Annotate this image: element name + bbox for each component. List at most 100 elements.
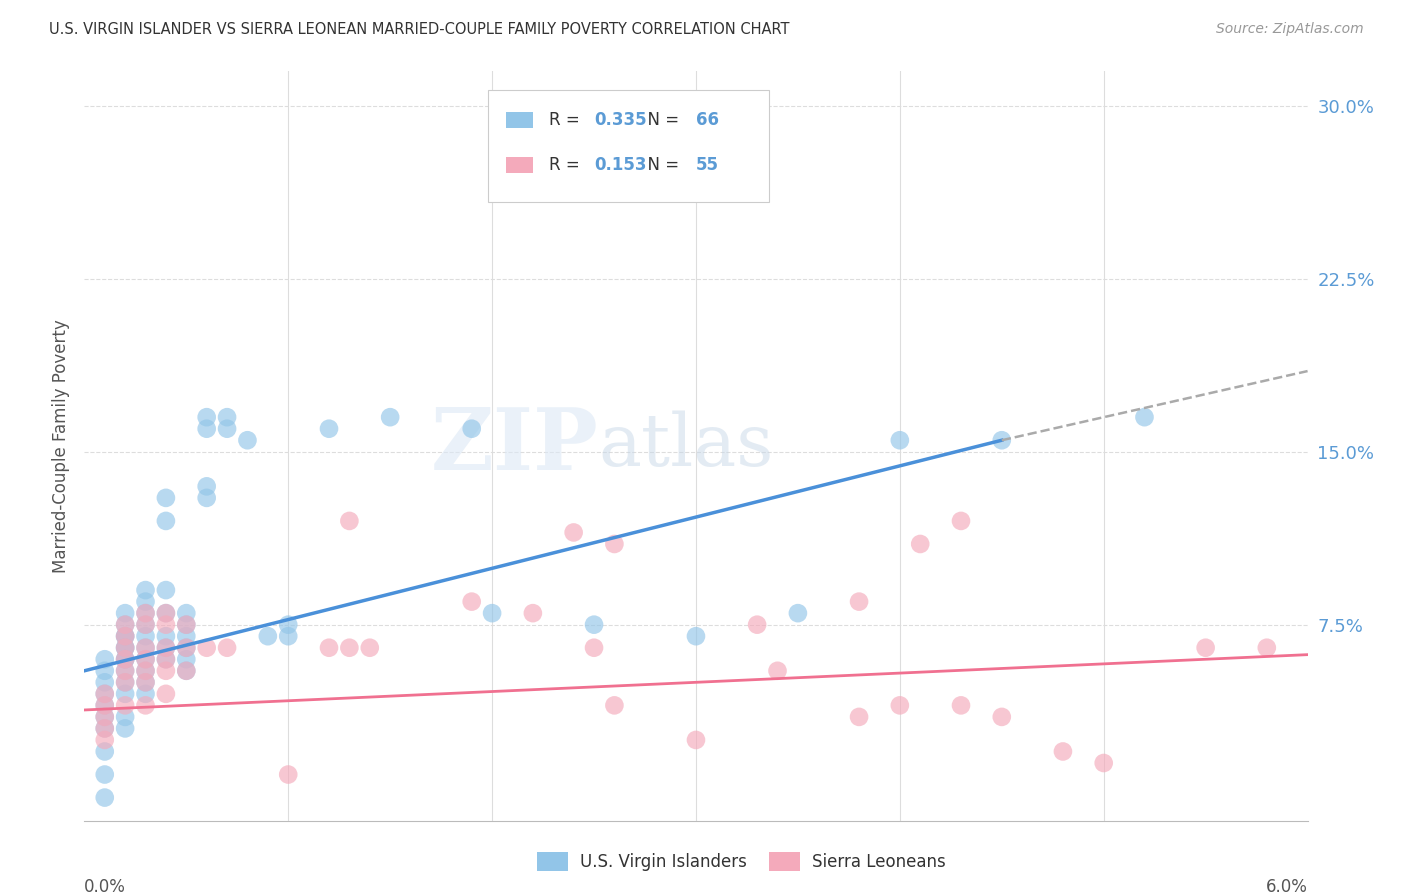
Point bbox=[93, 664, 117, 678]
Point bbox=[93, 675, 117, 690]
Point bbox=[277, 617, 299, 632]
Point bbox=[1052, 744, 1074, 758]
Point bbox=[135, 617, 157, 632]
Point bbox=[603, 698, 626, 713]
Point bbox=[135, 664, 157, 678]
Point bbox=[93, 652, 117, 666]
Point bbox=[1092, 756, 1115, 770]
Point bbox=[562, 525, 585, 540]
Point bbox=[114, 629, 136, 643]
Point bbox=[155, 652, 177, 666]
Point bbox=[114, 652, 136, 666]
Bar bbox=[769, 853, 800, 871]
Point bbox=[950, 698, 973, 713]
Point bbox=[176, 617, 198, 632]
Point bbox=[114, 652, 136, 666]
Point bbox=[155, 640, 177, 655]
Point bbox=[217, 410, 239, 425]
Point bbox=[848, 594, 870, 608]
Point bbox=[1195, 640, 1218, 655]
Point bbox=[93, 710, 117, 724]
Point bbox=[114, 640, 136, 655]
Point bbox=[176, 640, 198, 655]
Point bbox=[93, 767, 117, 781]
Point bbox=[155, 617, 177, 632]
Point bbox=[217, 422, 239, 436]
Point bbox=[950, 514, 973, 528]
Point bbox=[114, 698, 136, 713]
Text: ZIP: ZIP bbox=[430, 404, 598, 488]
Point bbox=[155, 664, 177, 678]
Point bbox=[318, 640, 340, 655]
Text: Source: ZipAtlas.com: Source: ZipAtlas.com bbox=[1216, 22, 1364, 37]
Point bbox=[114, 675, 136, 690]
Point bbox=[176, 664, 198, 678]
Point bbox=[135, 675, 157, 690]
Point bbox=[114, 640, 136, 655]
Text: N =: N = bbox=[637, 112, 685, 129]
Point bbox=[848, 710, 870, 724]
Point bbox=[114, 664, 136, 678]
Point bbox=[93, 710, 117, 724]
Point bbox=[114, 722, 136, 736]
Point bbox=[991, 710, 1014, 724]
Point bbox=[236, 434, 259, 448]
Text: 0.153: 0.153 bbox=[595, 156, 647, 174]
Point bbox=[176, 606, 198, 620]
Point bbox=[93, 722, 117, 736]
Point bbox=[155, 629, 177, 643]
Point bbox=[339, 640, 361, 655]
Text: U.S. VIRGIN ISLANDER VS SIERRA LEONEAN MARRIED-COUPLE FAMILY POVERTY CORRELATION: U.S. VIRGIN ISLANDER VS SIERRA LEONEAN M… bbox=[49, 22, 790, 37]
Point bbox=[217, 640, 239, 655]
Point bbox=[114, 640, 136, 655]
Text: 6.0%: 6.0% bbox=[1265, 879, 1308, 892]
Text: R =: R = bbox=[550, 112, 585, 129]
Point bbox=[155, 606, 177, 620]
Text: 0.0%: 0.0% bbox=[84, 879, 127, 892]
Point bbox=[135, 698, 157, 713]
Point bbox=[155, 491, 177, 505]
Point bbox=[93, 733, 117, 747]
Point bbox=[114, 687, 136, 701]
Point bbox=[195, 410, 218, 425]
Point bbox=[176, 629, 198, 643]
Point bbox=[195, 640, 218, 655]
Text: Sierra Leoneans: Sierra Leoneans bbox=[813, 853, 946, 871]
Point bbox=[155, 606, 177, 620]
Point bbox=[135, 675, 157, 690]
Point bbox=[135, 640, 157, 655]
Point bbox=[114, 617, 136, 632]
Y-axis label: Married-Couple Family Poverty: Married-Couple Family Poverty bbox=[52, 319, 70, 573]
Point bbox=[176, 652, 198, 666]
Point bbox=[257, 629, 280, 643]
Point bbox=[195, 479, 218, 493]
Point bbox=[93, 698, 117, 713]
Text: 0.335: 0.335 bbox=[595, 112, 647, 129]
Point bbox=[583, 617, 606, 632]
Point bbox=[114, 617, 136, 632]
Point bbox=[135, 640, 157, 655]
Point bbox=[685, 733, 707, 747]
Point bbox=[93, 744, 117, 758]
Point bbox=[766, 664, 789, 678]
Point bbox=[747, 617, 769, 632]
Point bbox=[176, 664, 198, 678]
Point bbox=[135, 687, 157, 701]
Point bbox=[339, 514, 361, 528]
Point bbox=[910, 537, 932, 551]
Point bbox=[93, 687, 117, 701]
Point bbox=[461, 422, 484, 436]
Point bbox=[114, 629, 136, 643]
Point bbox=[93, 722, 117, 736]
Point bbox=[135, 617, 157, 632]
Point bbox=[155, 652, 177, 666]
Point bbox=[583, 640, 606, 655]
Point bbox=[114, 606, 136, 620]
FancyBboxPatch shape bbox=[488, 90, 769, 202]
Point bbox=[155, 640, 177, 655]
Point bbox=[114, 710, 136, 724]
Point bbox=[93, 698, 117, 713]
Point bbox=[889, 434, 911, 448]
Point bbox=[155, 514, 177, 528]
Point bbox=[93, 790, 117, 805]
